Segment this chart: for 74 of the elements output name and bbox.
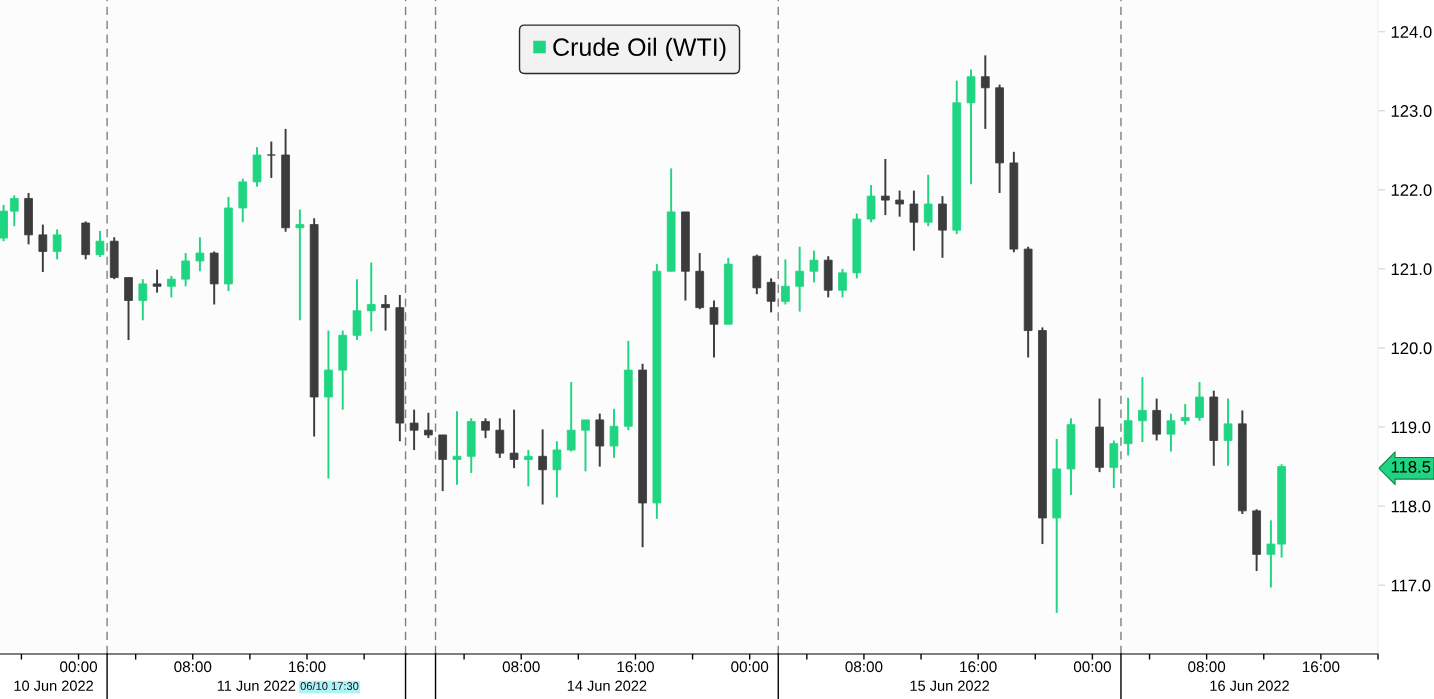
- text: 10 Jun 2022: [14, 680, 93, 691]
- x-tick-label: 08:00: [1188, 661, 1226, 673]
- candlestick: [1166, 412, 1176, 453]
- candlestick: [9, 194, 19, 228]
- candlestick: [923, 173, 933, 228]
- x-tick-label: 16:00: [617, 661, 654, 673]
- candlestick: [909, 189, 919, 252]
- candlestick: [581, 418, 590, 473]
- y-tick-label: 121.0: [1391, 263, 1432, 276]
- y-tick-label: 117.0: [1391, 579, 1431, 592]
- candlestick: [781, 258, 790, 306]
- candlestick: [566, 380, 576, 453]
- candlestick: [980, 54, 990, 130]
- candlestick: [481, 417, 490, 440]
- x-tick-label: 00:00: [1073, 661, 1111, 673]
- candlestick: [524, 449, 533, 488]
- candlestick: [1266, 519, 1276, 589]
- x-tick-label: 00:00: [731, 661, 769, 673]
- candlestick: [152, 268, 162, 294]
- x-tick-label: 00:00: [60, 661, 98, 673]
- candlestick: [1109, 439, 1119, 489]
- candlestick: [1123, 396, 1133, 457]
- text: 16 Jun 2022: [1210, 680, 1289, 691]
- candlestick: [795, 245, 805, 313]
- y-tick-label: 122.0: [1391, 184, 1432, 196]
- candlestick: [266, 140, 276, 179]
- candlestick: [1195, 380, 1204, 422]
- candlestick: [452, 410, 462, 486]
- candlestick: [138, 278, 148, 322]
- candlestick: [1152, 397, 1162, 442]
- candlestick: [52, 228, 62, 261]
- candlestick: [509, 408, 519, 470]
- y-tick-label: 118.5: [1391, 460, 1431, 473]
- candlestick: [381, 294, 390, 332]
- candlestick: [895, 189, 904, 218]
- candlestick: [167, 275, 176, 299]
- candlestick: [181, 252, 190, 288]
- x-tick-label: 08:00: [502, 661, 540, 673]
- candlestick: [609, 407, 619, 459]
- y-tick-label: 120.0: [1391, 342, 1432, 355]
- y-tick-label: 124.0: [1391, 26, 1432, 38]
- candlestick: [295, 208, 305, 322]
- candlestick: [1180, 403, 1190, 426]
- x-tick-label: 16:00: [960, 661, 997, 673]
- candlestick: [1138, 376, 1147, 444]
- candlestick: [552, 440, 562, 499]
- candlestick: [881, 157, 890, 217]
- legend-label: Crude Oil (WTI): [553, 37, 726, 61]
- x-tick-label: 16:00: [289, 661, 326, 673]
- y-tick-label: 123.0: [1391, 105, 1432, 117]
- candlestick: [409, 408, 419, 451]
- y-tick-label: 119.0: [1391, 421, 1431, 434]
- x-tick-label: 16:00: [1302, 661, 1340, 673]
- candlestick: [366, 261, 376, 333]
- candlestick: [1223, 397, 1233, 467]
- candlestick: [766, 277, 776, 314]
- candlestick: [195, 236, 205, 273]
- x-tick-label: 08:00: [174, 661, 212, 673]
- text: 11 Jun 2022: [217, 680, 296, 691]
- text: 15 Jun 2022: [910, 680, 990, 691]
- candlestick: [95, 229, 105, 258]
- candlestick: [709, 299, 719, 359]
- x-tick-label: 08:00: [845, 661, 883, 673]
- candlestick: [809, 249, 819, 284]
- candlestick: [538, 428, 547, 506]
- text: 06/10 17:30: [300, 681, 359, 690]
- candlestick: [124, 276, 133, 342]
- candlestick: [866, 184, 876, 224]
- text: 14 Jun 2022: [567, 680, 647, 691]
- candlestick: [495, 417, 505, 459]
- candlestick: [838, 267, 847, 299]
- candlestick: [38, 223, 48, 274]
- candlestick: [424, 411, 433, 440]
- y-tick-label: 118.0: [1391, 500, 1431, 513]
